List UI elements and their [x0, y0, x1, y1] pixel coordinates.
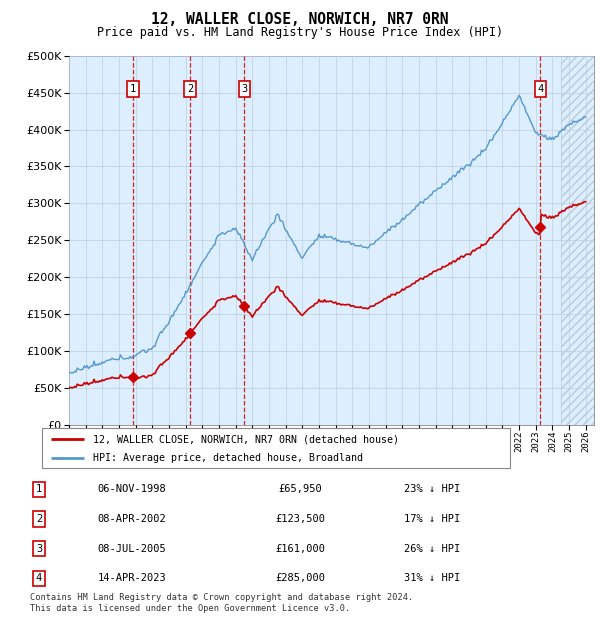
Text: 08-JUL-2005: 08-JUL-2005	[98, 544, 166, 554]
Text: 06-NOV-1998: 06-NOV-1998	[98, 484, 166, 494]
Text: 4: 4	[537, 84, 544, 94]
Text: 3: 3	[36, 544, 42, 554]
Text: 31% ↓ HPI: 31% ↓ HPI	[404, 574, 460, 583]
Text: 08-APR-2002: 08-APR-2002	[98, 514, 166, 524]
Text: 12, WALLER CLOSE, NORWICH, NR7 0RN (detached house): 12, WALLER CLOSE, NORWICH, NR7 0RN (deta…	[94, 434, 400, 444]
Text: £161,000: £161,000	[275, 544, 325, 554]
Text: 4: 4	[36, 574, 42, 583]
Text: 17% ↓ HPI: 17% ↓ HPI	[404, 514, 460, 524]
Text: 3: 3	[241, 84, 247, 94]
Text: 2: 2	[36, 514, 42, 524]
Text: £65,950: £65,950	[278, 484, 322, 494]
Text: 12, WALLER CLOSE, NORWICH, NR7 0RN: 12, WALLER CLOSE, NORWICH, NR7 0RN	[151, 12, 449, 27]
Text: £285,000: £285,000	[275, 574, 325, 583]
Text: HPI: Average price, detached house, Broadland: HPI: Average price, detached house, Broa…	[94, 453, 364, 463]
Text: Price paid vs. HM Land Registry's House Price Index (HPI): Price paid vs. HM Land Registry's House …	[97, 26, 503, 39]
Text: Contains HM Land Registry data © Crown copyright and database right 2024.
This d: Contains HM Land Registry data © Crown c…	[30, 593, 413, 613]
Text: 2: 2	[187, 84, 193, 94]
Text: £123,500: £123,500	[275, 514, 325, 524]
Text: 1: 1	[130, 84, 136, 94]
Text: 1: 1	[36, 484, 42, 494]
Text: 23% ↓ HPI: 23% ↓ HPI	[404, 484, 460, 494]
FancyBboxPatch shape	[42, 428, 510, 468]
Text: 26% ↓ HPI: 26% ↓ HPI	[404, 544, 460, 554]
Text: 14-APR-2023: 14-APR-2023	[98, 574, 166, 583]
